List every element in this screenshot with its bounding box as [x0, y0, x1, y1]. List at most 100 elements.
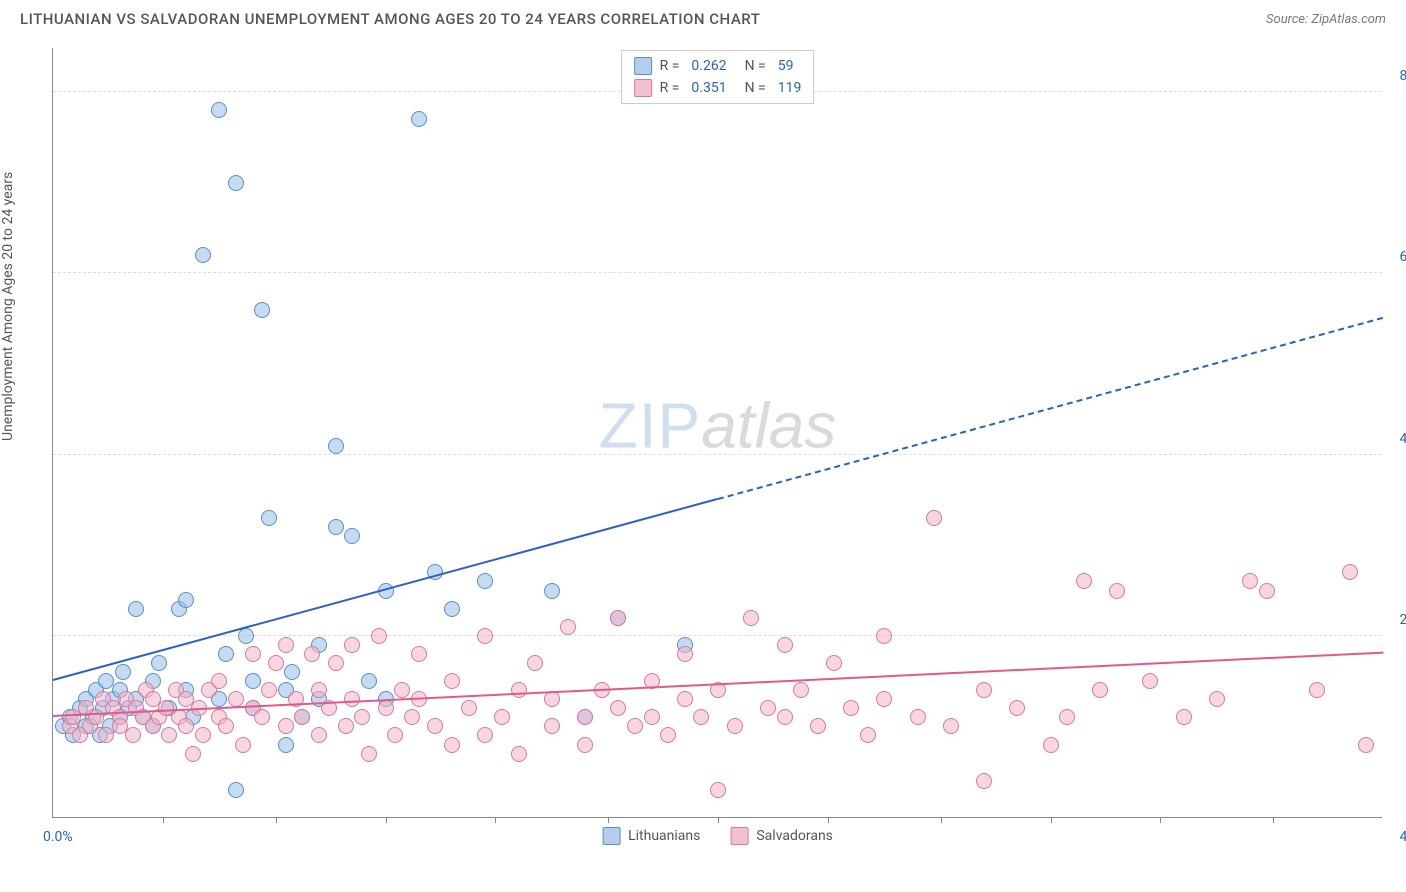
scatter-point [254, 709, 270, 725]
watermark: ZIPatlas [599, 388, 837, 462]
x-tick [495, 817, 496, 823]
legend-n-label: N = [745, 80, 766, 96]
scatter-point [693, 709, 709, 725]
scatter-point [1142, 673, 1158, 689]
scatter-point [610, 700, 626, 716]
x-tick [386, 817, 387, 823]
y-tick-label: 80.0% [1399, 68, 1406, 84]
scatter-point [284, 664, 300, 680]
scatter-point [876, 691, 892, 707]
scatter-point [826, 655, 842, 671]
scatter-point [943, 718, 959, 734]
scatter-point [261, 510, 277, 526]
scatter-point [677, 691, 693, 707]
x-tick [608, 817, 609, 823]
scatter-point [151, 655, 167, 671]
scatter-point [195, 727, 211, 743]
x-tick [163, 817, 164, 823]
scatter-point [1092, 682, 1108, 698]
scatter-point [976, 682, 992, 698]
scatter-point [278, 737, 294, 753]
scatter-point [311, 682, 327, 698]
scatter-point [294, 709, 310, 725]
scatter-point [1043, 737, 1059, 753]
scatter-point [544, 718, 560, 734]
x-tick [941, 817, 942, 823]
scatter-point [211, 673, 227, 689]
scatter-point [378, 700, 394, 716]
scatter-point [1176, 709, 1192, 725]
scatter-point [328, 519, 344, 535]
legend-correlation: R = 0.262 N = 59 R = 0.351 N = 119 [621, 50, 815, 104]
scatter-point [178, 592, 194, 608]
scatter-point [245, 673, 261, 689]
scatter-point [128, 601, 144, 617]
scatter-point [411, 646, 427, 662]
legend-item-salvadorans: Salvadorans [730, 827, 833, 845]
scatter-point [910, 709, 926, 725]
scatter-point [427, 718, 443, 734]
scatter-point [228, 691, 244, 707]
scatter-point [477, 727, 493, 743]
scatter-point [627, 718, 643, 734]
scatter-point [245, 646, 261, 662]
scatter-point [710, 782, 726, 798]
plot-area: ZIPatlas R = 0.262 N = 59 R = 0.351 N = … [52, 48, 1382, 818]
scatter-point [328, 655, 344, 671]
scatter-point [1358, 737, 1374, 753]
scatter-point [278, 718, 294, 734]
x-tick [1051, 817, 1052, 823]
scatter-point [404, 709, 420, 725]
scatter-point [461, 700, 477, 716]
scatter-point [304, 646, 320, 662]
scatter-point [511, 746, 527, 762]
scatter-point [228, 175, 244, 191]
scatter-point [1259, 583, 1275, 599]
chart-source: Source: ZipAtlas.com [1266, 12, 1386, 27]
legend-n-label: N = [745, 58, 766, 74]
scatter-point [115, 664, 131, 680]
legend-r-label: R = [660, 58, 680, 74]
watermark-atlas: atlas [701, 389, 836, 461]
scatter-point [860, 727, 876, 743]
legend-label: Lithuanians [628, 828, 700, 844]
scatter-point [371, 628, 387, 644]
scatter-point [161, 727, 177, 743]
y-tick-label: 40.0% [1399, 431, 1406, 447]
watermark-zip: ZIP [599, 389, 702, 461]
scatter-point [278, 637, 294, 653]
y-tick-label: 60.0% [1399, 249, 1406, 265]
legend-r-label: R = [660, 80, 680, 96]
scatter-point [793, 682, 809, 698]
trend-line-dashed [718, 317, 1384, 500]
gridline [53, 272, 1382, 273]
x-tick [1160, 817, 1161, 823]
scatter-point [411, 111, 427, 127]
legend-series: Lithuanians Salvadorans [602, 827, 833, 845]
chart-container: Unemployment Among Ages 20 to 24 years Z… [0, 33, 1406, 883]
scatter-point [1059, 709, 1075, 725]
scatter-point [777, 637, 793, 653]
scatter-point [1309, 682, 1325, 698]
scatter-point [577, 709, 593, 725]
legend-n-value: 119 [778, 80, 802, 96]
x-axis-max-label: 40.0% [1399, 829, 1406, 845]
scatter-point [560, 619, 576, 635]
scatter-point [361, 673, 377, 689]
legend-item-lithuanians: Lithuanians [602, 827, 700, 845]
scatter-point [677, 646, 693, 662]
scatter-point [338, 718, 354, 734]
scatter-point [178, 718, 194, 734]
chart-header: LITHUANIAN VS SALVADORAN UNEMPLOYMENT AM… [0, 0, 1406, 33]
legend-label: Salvadorans [756, 828, 833, 844]
x-tick [1273, 817, 1274, 823]
scatter-point [354, 709, 370, 725]
legend-row-lithuanians: R = 0.262 N = 59 [634, 55, 802, 77]
scatter-point [444, 673, 460, 689]
scatter-point [976, 773, 992, 789]
scatter-point [218, 718, 234, 734]
gridline [53, 454, 1382, 455]
y-axis-label: Unemployment Among Ages 20 to 24 years [0, 172, 16, 441]
scatter-point [727, 718, 743, 734]
scatter-point [494, 709, 510, 725]
